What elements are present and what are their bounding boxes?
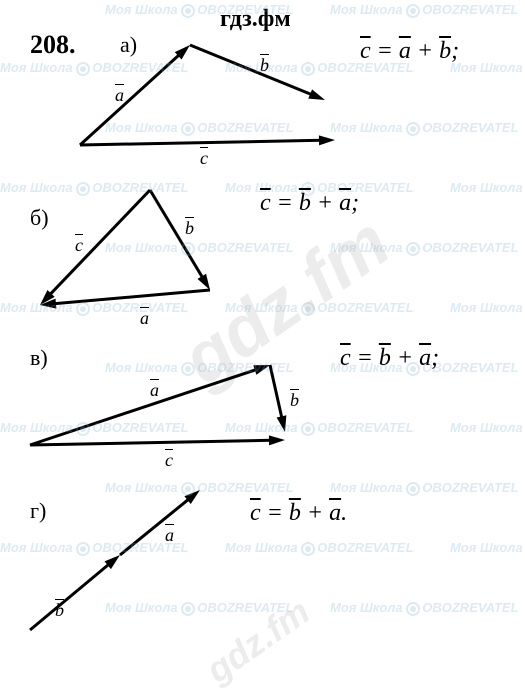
vector-label: a (150, 380, 159, 401)
part-label: а) (120, 32, 137, 58)
vector-label: c (165, 450, 173, 471)
vector-label: a (140, 308, 149, 329)
vector-label: c (75, 235, 83, 256)
equation: c = b + a; (340, 345, 439, 372)
vector-label: a (115, 85, 124, 106)
part-label: г) (30, 498, 46, 524)
part-label: б) (30, 205, 49, 231)
equation: c = b + a. (250, 500, 347, 527)
equation: c = a + b; (360, 38, 459, 65)
vector-diagram (0, 0, 525, 644)
vector-label: b (260, 55, 269, 76)
vector-label: c (200, 148, 208, 169)
part-label: в) (30, 345, 48, 371)
vector-label: b (290, 390, 299, 411)
vector-label: a (165, 525, 174, 546)
equation: c = b + a; (260, 190, 359, 217)
vector-label: b (185, 218, 194, 239)
vector-label: b (55, 600, 64, 621)
